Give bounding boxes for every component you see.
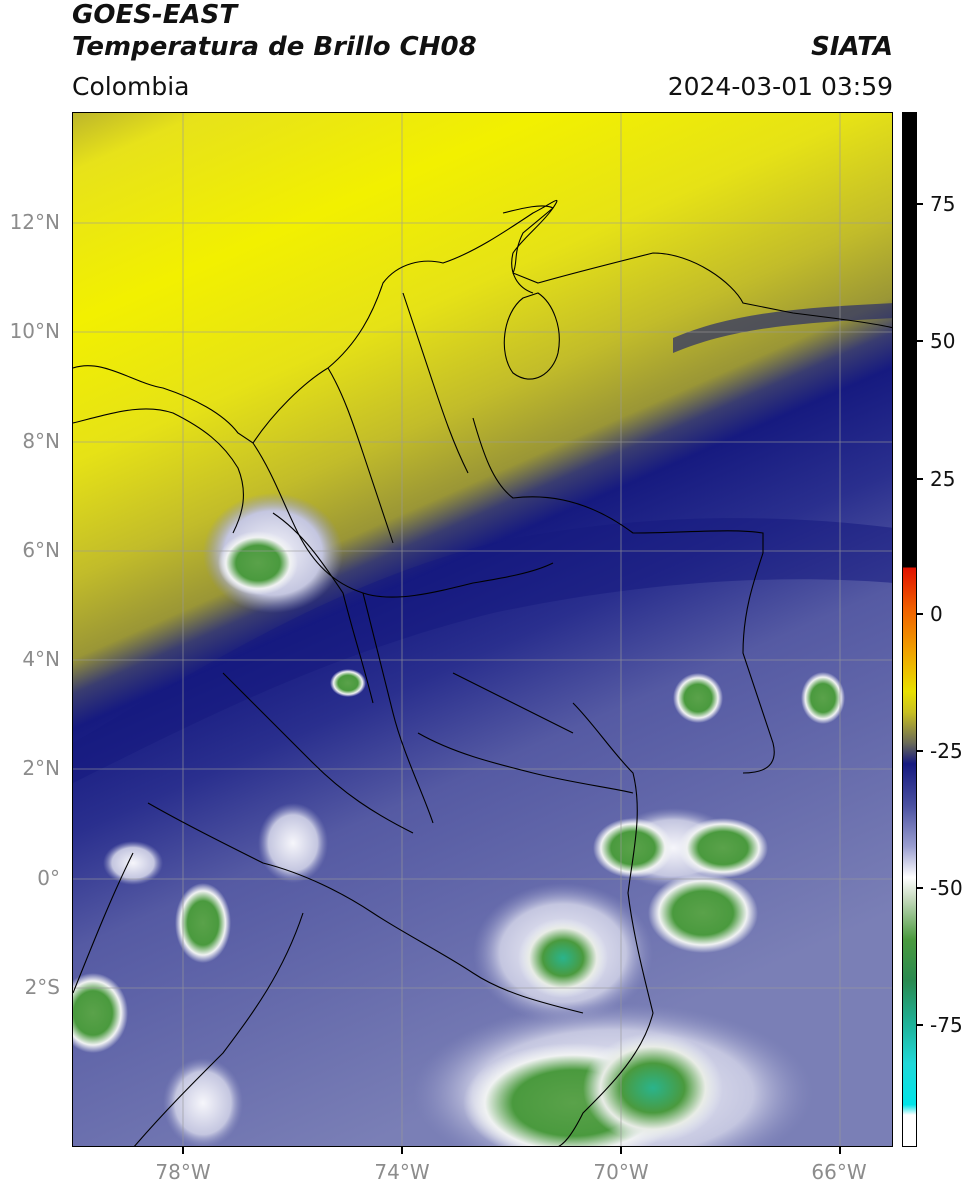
lat-label: 0° — [37, 866, 60, 890]
lat-label: 6°N — [22, 538, 60, 562]
colorbar-label: -25 — [930, 739, 963, 763]
cbar-tick — [917, 340, 923, 342]
map-svg — [73, 113, 892, 1146]
lat-label: 8°N — [22, 429, 60, 453]
region-label: Colombia — [72, 72, 190, 101]
graticule — [73, 113, 892, 1146]
cloud-cluster — [678, 818, 768, 878]
colorbar-label: -50 — [930, 876, 963, 900]
lon-label: 74°W — [374, 1160, 430, 1184]
cloud-cluster — [175, 883, 231, 963]
colorbar-label: 25 — [930, 467, 956, 491]
cold-band — [73, 518, 892, 783]
cloud-cluster — [218, 531, 298, 595]
cbar-tick — [917, 750, 923, 752]
cloud-cluster — [593, 818, 673, 878]
cloud-cluster — [583, 1033, 723, 1143]
cloud-cluster — [258, 803, 328, 883]
lon-label: 66°W — [811, 1160, 867, 1184]
cloud-cluster — [103, 841, 163, 885]
lat-label: 2°N — [22, 756, 60, 780]
colorbar — [902, 112, 917, 1147]
x-tick — [620, 1147, 622, 1154]
organization-label: SIATA — [811, 32, 893, 62]
boundaries — [73, 199, 892, 1146]
colorbar-label: 50 — [930, 329, 956, 353]
product-subtitle: Temperatura de Brillo CH08 — [72, 32, 477, 62]
lon-label: 78°W — [155, 1160, 211, 1184]
cbar-tick — [917, 887, 923, 889]
cloud-cluster — [518, 918, 608, 998]
cloud-cluster — [801, 672, 845, 724]
satellite-map — [72, 112, 893, 1147]
cbar-tick — [917, 1024, 923, 1026]
lon-label: 70°W — [593, 1160, 649, 1184]
cloud-cluster — [330, 669, 366, 697]
lat-label: 12°N — [9, 210, 60, 234]
colorbar-label: 0 — [930, 602, 943, 626]
x-tick — [839, 1147, 841, 1154]
temperature-field — [73, 113, 892, 1146]
cbar-tick — [917, 478, 923, 480]
cbar-tick — [917, 203, 923, 205]
colorbar-label: -75 — [930, 1013, 963, 1037]
x-tick — [401, 1147, 403, 1154]
cloud-cluster — [673, 673, 723, 723]
lat-label: 2°S — [24, 975, 60, 999]
datetime-label: 2024-03-01 03:59 — [667, 72, 893, 101]
lat-label: 4°N — [22, 647, 60, 671]
x-tick — [182, 1147, 184, 1154]
product-title: GOES-EAST — [72, 0, 238, 30]
colorbar-gradient — [903, 113, 916, 1146]
cold-streak — [673, 303, 892, 353]
colorbar-label: 75 — [930, 192, 956, 216]
lat-label: 10°N — [9, 319, 60, 343]
cloud-cluster — [73, 973, 128, 1053]
cbar-tick — [917, 613, 923, 615]
cloud-cluster — [648, 873, 758, 953]
